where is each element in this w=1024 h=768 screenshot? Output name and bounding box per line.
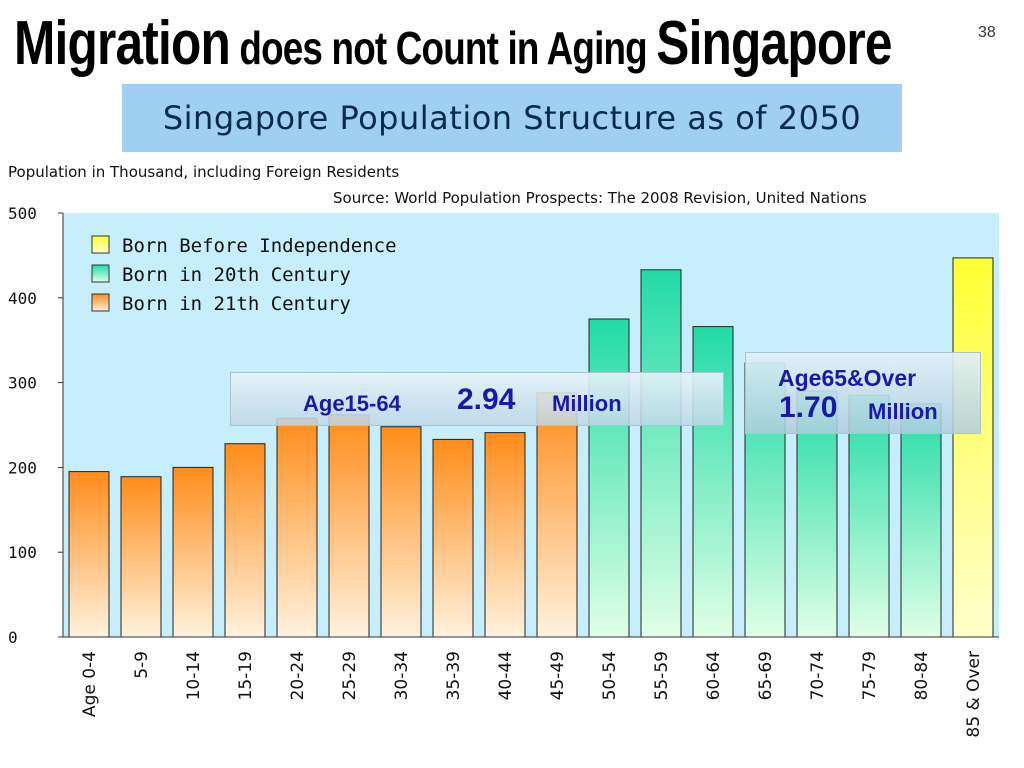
x-category-label: 40-44 — [496, 651, 516, 700]
x-category-label: 25-29 — [340, 651, 360, 700]
title-part-migration: Migration — [14, 9, 231, 78]
bar-30-34 — [380, 426, 422, 638]
x-category-label: Age 0-4 — [80, 651, 100, 717]
units-note: Population in Thousand, including Foreig… — [8, 163, 400, 181]
x-category-label: 20-24 — [288, 651, 308, 700]
elderly-annotation: Age65&Over 1.70 Million — [745, 352, 981, 434]
legend-swatch — [91, 235, 110, 254]
x-category-label: 75-79 — [860, 651, 880, 700]
x-category-label: 35-39 — [444, 651, 464, 700]
y-tick-label: 0 — [8, 628, 18, 647]
y-tick-label: 100 — [8, 543, 37, 562]
bar-80-84 — [900, 403, 942, 638]
legend-label: Born Before Independence — [122, 235, 397, 257]
working-age-value: 2.94 — [457, 383, 516, 416]
source-note: Source: World Population Prospects: The … — [333, 189, 867, 207]
bar-40-44 — [484, 432, 526, 638]
legend-swatch — [91, 293, 110, 312]
x-category-label: 70-74 — [808, 651, 828, 700]
page-number: 38 — [978, 24, 996, 41]
title-part-singapore: Singapore — [656, 9, 892, 78]
x-category-label: 65-69 — [756, 651, 776, 700]
bar-15-19 — [224, 443, 266, 638]
legend-swatch — [91, 264, 110, 283]
working-age-annotation: Age15-64 2.94 Million — [230, 372, 724, 426]
elderly-label: Age65&Over — [778, 365, 917, 391]
chart-title: Singapore Population Structure as of 205… — [162, 99, 862, 137]
legend: Born Before Independence Born in 20th Cen… — [91, 235, 397, 315]
x-category-label: 5-9 — [132, 651, 152, 679]
y-tick-label: 200 — [8, 458, 37, 477]
bar-50-54 — [588, 318, 630, 638]
legend-label: Born in 21th Century — [122, 293, 351, 315]
y-tick-label: 500 — [8, 204, 37, 223]
slide-title: Migration does not Count in Aging Singap… — [14, 8, 892, 88]
working-age-unit: Million — [552, 391, 622, 416]
bar-25-29 — [328, 414, 370, 638]
bar-5-9 — [120, 476, 162, 638]
bars — [68, 257, 994, 638]
x-category-label: 10-14 — [184, 651, 204, 700]
x-category-label: 80-84 — [912, 651, 932, 700]
bar-20-24 — [276, 417, 318, 638]
x-category-label: 45-49 — [548, 651, 568, 700]
elderly-unit: Million — [868, 399, 938, 424]
y-tick-label: 300 — [8, 374, 37, 393]
bar-55-59 — [640, 269, 682, 638]
bar-85-over — [952, 257, 994, 638]
x-category-label: 85 & Over — [964, 651, 984, 738]
y-tick-label: 400 — [8, 289, 37, 308]
chart-title-banner: Singapore Population Structure as of 205… — [122, 84, 902, 152]
x-category-label: 30-34 — [392, 651, 412, 700]
bar-age-0-4 — [68, 471, 110, 638]
bar-45-49 — [536, 392, 578, 638]
x-category-label: 15-19 — [236, 651, 256, 700]
x-category-label: 50-54 — [600, 651, 620, 700]
title-part-middle: does not Count in Aging — [229, 22, 657, 74]
x-category-label: 55-59 — [652, 651, 672, 700]
bar-35-39 — [432, 438, 474, 638]
elderly-value: 1.70 — [779, 391, 838, 424]
working-age-label: Age15-64 — [303, 391, 401, 416]
legend-label: Born in 20th Century — [122, 264, 351, 286]
bar-10-14 — [172, 466, 214, 638]
axes: 0 100 200 300 400 500 Age 0-4 5-9 10-14 15-19 20-2… — [8, 204, 999, 738]
x-category-label: 60-64 — [704, 651, 724, 700]
